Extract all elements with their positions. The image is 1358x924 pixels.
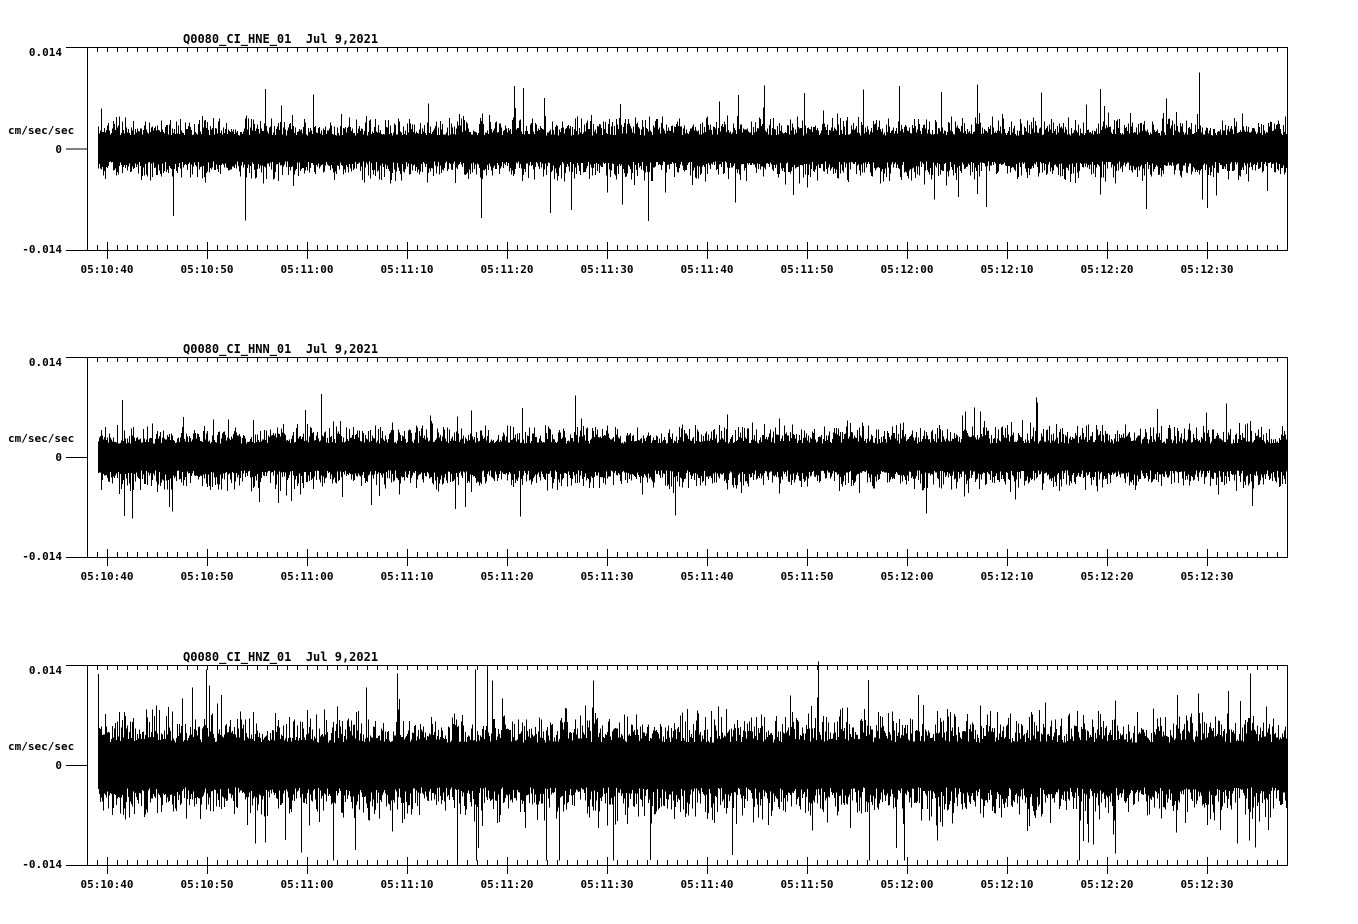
xtick-label: 05:12:00 bbox=[880, 263, 934, 276]
xtick-label: 05:11:50 bbox=[780, 263, 834, 276]
xtick-label: 05:11:00 bbox=[280, 263, 334, 276]
xtick-label: 05:11:40 bbox=[680, 878, 734, 891]
xtick-label: 05:12:10 bbox=[980, 878, 1034, 891]
xtick-label: 05:12:30 bbox=[1180, 878, 1234, 891]
xtick-label: 05:10:50 bbox=[180, 878, 234, 891]
xtick-label: 05:12:00 bbox=[880, 570, 934, 583]
y-unit-label: cm/sec/sec bbox=[8, 432, 75, 445]
ytick-top-label: 0.014 bbox=[28, 46, 62, 59]
xtick-label: 05:12:20 bbox=[1080, 263, 1134, 276]
axis-frame-Q0080_CI_HNN_01 bbox=[66, 357, 1288, 566]
xtick-label: 05:12:30 bbox=[1180, 263, 1234, 276]
ytick-bottom-label: -0.014 bbox=[22, 858, 62, 871]
xtick-label: 05:11:10 bbox=[380, 263, 434, 276]
xtick-label: 05:10:40 bbox=[80, 878, 134, 891]
ytick-bottom-label: -0.014 bbox=[22, 243, 62, 256]
waveform-trace-Q0080_CI_HNZ_01 bbox=[98, 661, 1287, 861]
xtick-label: 05:10:40 bbox=[80, 570, 134, 583]
y-unit-label: cm/sec/sec bbox=[8, 740, 75, 753]
xtick-label: 05:11:10 bbox=[380, 878, 434, 891]
axis-frame-Q0080_CI_HNZ_01 bbox=[66, 665, 1288, 874]
xtick-label: 05:11:30 bbox=[580, 878, 634, 891]
xtick-label: 05:12:10 bbox=[980, 570, 1034, 583]
waveform-trace-Q0080_CI_HNN_01 bbox=[98, 394, 1287, 519]
xtick-label: 05:12:10 bbox=[980, 263, 1034, 276]
xtick-label: 05:11:40 bbox=[680, 263, 734, 276]
xtick-label: 05:10:40 bbox=[80, 263, 134, 276]
xtick-label: 05:11:00 bbox=[280, 878, 334, 891]
xtick-label: 05:10:50 bbox=[180, 263, 234, 276]
plot-title: Q0080_CI_HNN_01 Jul 9,2021 bbox=[183, 342, 379, 356]
waveform-trace-Q0080_CI_HNE_01 bbox=[98, 72, 1287, 221]
xtick-label: 05:11:20 bbox=[480, 878, 534, 891]
xtick-label: 05:12:30 bbox=[1180, 570, 1234, 583]
xtick-label: 05:11:50 bbox=[780, 570, 834, 583]
xtick-label: 05:11:20 bbox=[480, 570, 534, 583]
plot-title: Q0080_CI_HNZ_01 Jul 9,2021 bbox=[183, 650, 379, 664]
ytick-top-label: 0.014 bbox=[28, 664, 62, 677]
xtick-label: 05:11:10 bbox=[380, 570, 434, 583]
xtick-label: 05:12:20 bbox=[1080, 570, 1134, 583]
xtick-label: 05:11:30 bbox=[580, 263, 634, 276]
ytick-zero-label: 0 bbox=[55, 142, 62, 156]
xtick-label: 05:12:20 bbox=[1080, 878, 1134, 891]
xtick-label: 05:11:20 bbox=[480, 263, 534, 276]
xtick-label: 05:11:30 bbox=[580, 570, 634, 583]
y-unit-label: cm/sec/sec bbox=[8, 123, 75, 137]
xtick-label: 05:10:50 bbox=[180, 570, 234, 583]
xtick-label: 05:12:00 bbox=[880, 878, 934, 891]
ytick-zero-label: 0 bbox=[55, 451, 62, 464]
ytick-zero-label: 0 bbox=[55, 759, 62, 772]
ytick-top-label: 0.014 bbox=[28, 356, 62, 369]
xtick-label: 05:11:50 bbox=[780, 878, 834, 891]
xtick-label: 05:11:00 bbox=[280, 570, 334, 583]
axis-frame-Q0080_CI_HNE_01 bbox=[66, 47, 1288, 259]
ytick-bottom-label: -0.014 bbox=[22, 550, 62, 563]
xtick-label: 05:11:40 bbox=[680, 570, 734, 583]
plot-title: Q0080_CI_HNE_01 Jul 9,2021 bbox=[183, 32, 379, 46]
